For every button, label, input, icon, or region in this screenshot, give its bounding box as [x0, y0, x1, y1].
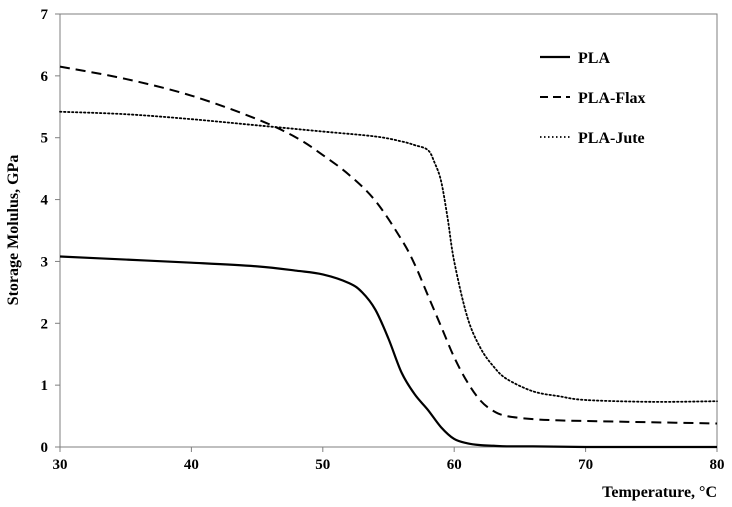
y-tick-label: 6 — [41, 69, 49, 85]
legend-label: PLA — [578, 50, 610, 67]
x-tick-label: 40 — [184, 457, 199, 473]
series-line-pla-jute — [59, 110, 718, 403]
x-tick-label: 70 — [578, 457, 593, 473]
y-tick-label: 7 — [41, 7, 49, 23]
y-axis-title: Storage Molulus, GPa — [5, 155, 22, 306]
x-tick-label: 80 — [710, 457, 725, 473]
y-tick-label: 5 — [41, 131, 49, 147]
legend-label: PLA-Flax — [578, 90, 646, 107]
x-tick-label: 30 — [53, 457, 68, 473]
series-line-pla — [59, 255, 717, 449]
x-axis-title: Temperature, °C — [602, 484, 717, 501]
plot-area — [59, 13, 718, 448]
y-tick-label: 2 — [41, 316, 49, 332]
x-tick-label: 60 — [447, 457, 462, 473]
y-tick-label: 0 — [41, 440, 49, 456]
y-tick-label: 1 — [41, 378, 49, 394]
series-line-pla-flax — [59, 65, 718, 425]
x-tick-label: 50 — [315, 457, 330, 473]
legend-label: PLA-Jute — [578, 130, 645, 147]
y-tick-label: 4 — [41, 193, 49, 209]
y-tick-label: 3 — [41, 254, 49, 270]
